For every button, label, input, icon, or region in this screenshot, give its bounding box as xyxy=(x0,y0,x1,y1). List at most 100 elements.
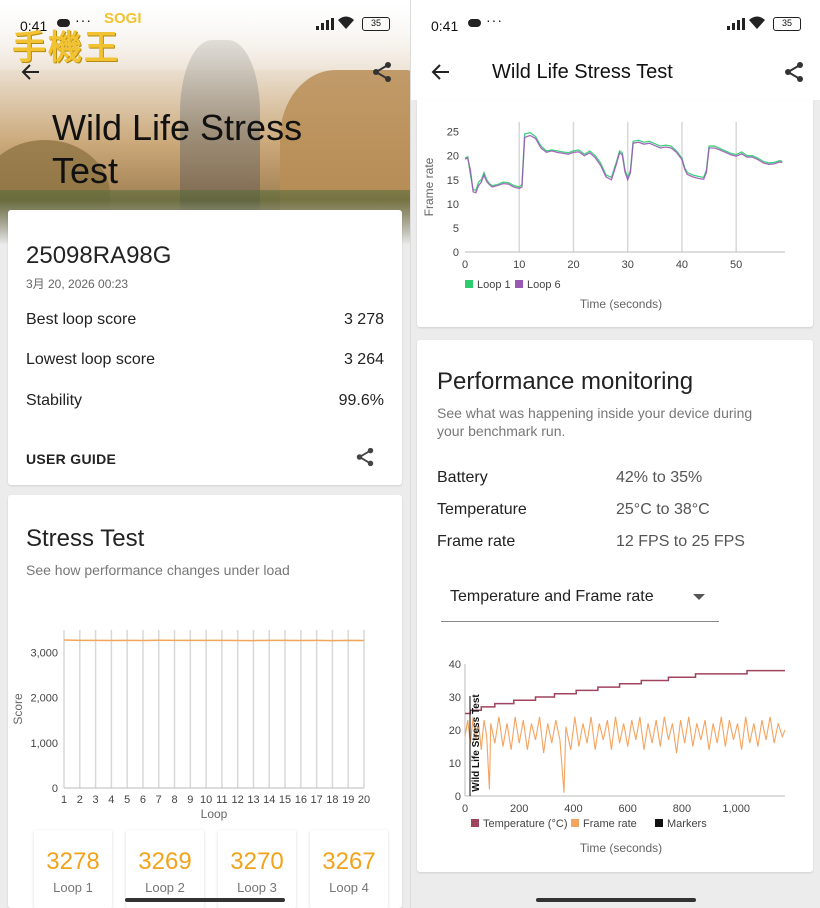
legend-swatch xyxy=(571,819,579,827)
legend-label: Loop 6 xyxy=(527,279,561,291)
legend-swatch xyxy=(515,280,523,288)
lowest-loop-row: Lowest loop score 3 264 xyxy=(26,351,384,373)
best-loop-value: 3 278 xyxy=(343,311,384,328)
app-bar: 0:41 ··· 35 Wild Life Stress Test xyxy=(411,0,820,100)
notification-dots: ··· xyxy=(75,12,92,28)
performance-card: Performance monitoring See what was happ… xyxy=(417,340,813,872)
dropdown-arrow-icon[interactable] xyxy=(693,594,705,600)
back-arrow-icon[interactable] xyxy=(19,60,43,84)
frame-rate-row: Frame rate 12 FPS to 25 FPS xyxy=(437,533,797,555)
x-tick-label: 4 xyxy=(108,794,114,806)
stability-row: Stability 99.6% xyxy=(26,392,384,414)
battery-icon: 35 xyxy=(362,17,390,31)
frame-rate-value: 12 FPS to 25 FPS xyxy=(616,533,745,550)
y-tick-label: 40 xyxy=(449,659,461,671)
x-tick-label: 12 xyxy=(232,794,244,806)
x-tick-label: 20 xyxy=(567,259,579,271)
y-tick-label: 5 xyxy=(453,223,459,235)
x-tick-label: 10 xyxy=(200,794,212,806)
frame-rate-card: 0 5 10 15 20 25 0 10 20 30 40 50 Frame rate Time (sec… xyxy=(417,100,813,327)
frame-rate-chart: 0 5 10 15 20 25 0 10 20 30 40 50 Frame rate Time (sec… xyxy=(422,122,785,311)
series-line-1 xyxy=(464,131,783,192)
loop-tile-4[interactable]: 3267 Loop 4 xyxy=(310,830,388,908)
device-name: 25098RA98G xyxy=(26,242,172,269)
legend-label: Temperature (°C) xyxy=(483,818,567,830)
x-tick-label: 400 xyxy=(564,803,582,815)
loop-tile-3[interactable]: 3270 Loop 3 xyxy=(218,830,296,908)
temperature-label: Temperature xyxy=(437,501,527,518)
wifi-icon xyxy=(749,16,765,29)
page-title: Wild Life Stress Test xyxy=(492,61,673,83)
y-tick-label: 10 xyxy=(449,758,461,770)
x-tick-label: 50 xyxy=(730,259,742,271)
x-axis-label: Loop xyxy=(201,807,228,821)
y-axis-label: Score xyxy=(11,693,25,725)
lowest-loop-label: Lowest loop score xyxy=(26,351,155,368)
best-loop-row: Best loop score 3 278 xyxy=(26,311,384,333)
x-tick-label: 3 xyxy=(93,794,99,806)
x-tick-label: 18 xyxy=(326,794,338,806)
loop-name: Loop 1 xyxy=(53,880,93,895)
x-tick-label: 5 xyxy=(124,794,130,806)
right-screen: 0:41 ··· 35 Wild Life Stress Test 0 5 10 15… xyxy=(410,0,820,908)
y-tick-label: 0 xyxy=(455,791,461,803)
watermark-logo: SOGI 手機王 xyxy=(8,8,156,68)
x-tick-label: 17 xyxy=(311,794,323,806)
y-axis-label: Frame rate xyxy=(422,157,436,216)
x-tick-label: 1 xyxy=(61,794,67,806)
stability-label: Stability xyxy=(26,392,83,409)
loop-score: 3278 xyxy=(46,848,100,875)
best-loop-label: Best loop score xyxy=(26,311,137,328)
battery-icon: 35 xyxy=(773,17,801,31)
user-guide-link[interactable]: USER GUIDE xyxy=(26,451,117,467)
result-card: 25098RA98G 3月 20, 2026 00:23 Best loop s… xyxy=(8,210,402,485)
legend-label: Frame rate xyxy=(583,818,637,830)
status-time: 0:41 xyxy=(20,18,48,34)
left-screen: 0:41 ··· 35 SOGI 手機王 Wild Life Stress Te… xyxy=(0,0,410,908)
loop-name: Loop 4 xyxy=(329,880,369,895)
share-icon[interactable] xyxy=(370,60,394,84)
stress-score-chart: 1 2 3 4 5 6 7 8 9 10 11 12 13 14 15 16 17 18 19 2001,0002,0… xyxy=(11,630,370,821)
loop-name: Loop 2 xyxy=(145,880,185,895)
y-tick-label: 2,000 xyxy=(30,693,58,705)
y-tick-label: 25 xyxy=(447,127,459,139)
status-time: 0:41 xyxy=(431,18,459,34)
share-icon[interactable] xyxy=(782,60,806,84)
back-arrow-icon[interactable] xyxy=(429,60,453,84)
x-tick-label: 8 xyxy=(171,794,177,806)
loop-name: Loop 3 xyxy=(237,880,277,895)
stress-test-title: Stress Test xyxy=(26,525,145,552)
hero-title: Wild Life Stress Test xyxy=(52,107,303,191)
watermark-brand: SOGI xyxy=(104,10,142,27)
series-line-1 xyxy=(465,669,785,715)
signal-icon xyxy=(316,18,334,30)
x-tick-label: 600 xyxy=(619,803,637,815)
home-indicator[interactable] xyxy=(125,898,285,902)
loop-score: 3270 xyxy=(230,848,284,875)
share-result-icon[interactable] xyxy=(354,446,376,468)
x-tick-label: 7 xyxy=(156,794,162,806)
y-tick-label: 20 xyxy=(449,725,461,737)
signal-icon xyxy=(727,18,745,30)
y-tick-label: 0 xyxy=(453,247,459,259)
x-tick-label: 10 xyxy=(513,259,525,271)
stability-value: 99.6% xyxy=(338,392,384,409)
battery-label: Battery xyxy=(437,469,488,486)
performance-subtitle: See what was happening inside your devic… xyxy=(437,405,753,439)
x-tick-label: 0 xyxy=(462,803,468,815)
x-tick-label: 0 xyxy=(462,259,468,271)
y-tick-label: 3,000 xyxy=(30,648,58,660)
marker-annotation: Wild Life Stress Test xyxy=(471,694,482,792)
loop-tile-1[interactable]: 3278 Loop 1 xyxy=(34,830,112,908)
x-tick-label: 16 xyxy=(295,794,307,806)
frame-rate-label: Frame rate xyxy=(437,533,516,550)
y-tick-label: 0 xyxy=(52,783,58,795)
home-indicator[interactable] xyxy=(536,898,696,902)
cloud-icon xyxy=(57,19,70,27)
x-tick-label: 1,000 xyxy=(722,803,750,815)
chart-type-dropdown[interactable]: Temperature and Frame rate xyxy=(441,580,719,622)
x-tick-label: 800 xyxy=(673,803,691,815)
loop-tile-2[interactable]: 3269 Loop 2 xyxy=(126,830,204,908)
dropdown-value: Temperature and Frame rate xyxy=(450,588,654,605)
